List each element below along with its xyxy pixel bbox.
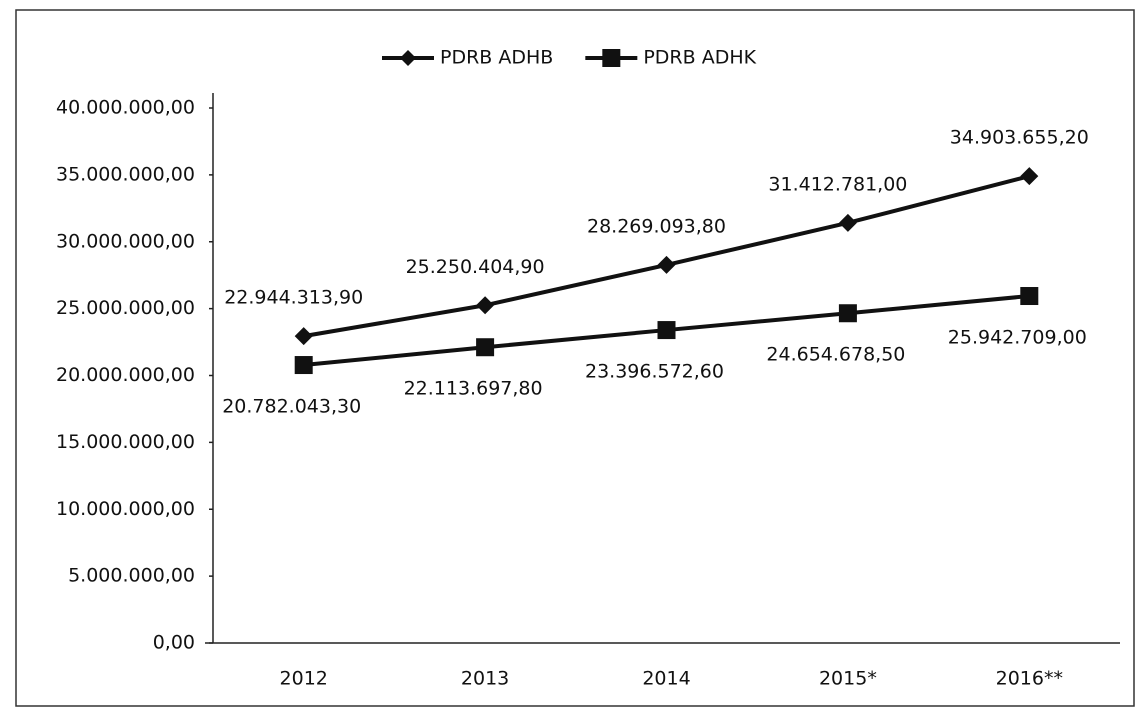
legend-label: PDRB ADHB: [440, 47, 553, 69]
y-tick-label: 40.000.000,00: [56, 97, 195, 119]
y-tick-label: 30.000.000,00: [56, 230, 195, 252]
data-label: 23.396.572,60: [585, 361, 724, 383]
y-tick-label: 35.000.000,00: [56, 163, 195, 185]
y-tick-label: 0,00: [153, 632, 195, 654]
x-tick-label: 2013: [461, 668, 509, 690]
y-tick-label: 25.000.000,00: [56, 297, 195, 319]
point: [1020, 167, 1039, 186]
legend-label: PDRB ADHK: [643, 47, 756, 69]
x-tick-label: 2015*: [819, 668, 877, 690]
data-label: 28.269.093,80: [587, 215, 726, 237]
data-label: 25.942.709,00: [948, 327, 1087, 349]
data-label: 34.903.655,20: [950, 127, 1089, 149]
point: [838, 304, 857, 323]
point: [657, 255, 676, 274]
point: [1020, 287, 1039, 306]
point: [838, 213, 857, 232]
data-label: 31.412.781,00: [768, 173, 907, 195]
x-tick-label: 2016**: [996, 668, 1063, 690]
y-tick-label: 20.000.000,00: [56, 364, 195, 386]
legend-marker: [602, 49, 621, 67]
data-label: 22.944.313,90: [224, 287, 363, 309]
chart-frame: [15, 9, 1135, 707]
point: [476, 296, 495, 315]
y-tick-label: 10.000.000,00: [56, 498, 195, 520]
point: [657, 321, 676, 340]
data-label: 25.250.404,90: [406, 256, 545, 278]
data-label: 20.782.043,30: [222, 396, 361, 418]
y-tick-label: 15.000.000,00: [56, 431, 195, 453]
x-tick-label: 2012: [280, 668, 328, 690]
x-tick-label: 2014: [642, 668, 690, 690]
point: [294, 327, 313, 346]
point: [294, 356, 313, 375]
data-label: 22.113.697,80: [404, 378, 543, 400]
point: [476, 338, 495, 357]
y-tick-label: 5.000.000,00: [68, 565, 195, 587]
legend-marker: [400, 50, 416, 66]
data-label: 24.654.678,50: [766, 344, 905, 366]
